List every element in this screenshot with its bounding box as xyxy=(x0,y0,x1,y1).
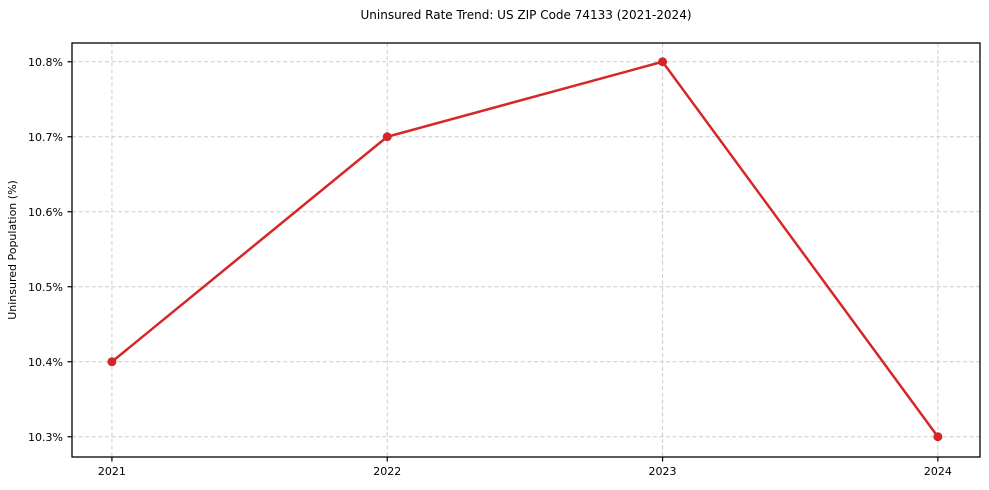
data-point-marker xyxy=(382,132,392,142)
y-tick-label: 10.5% xyxy=(28,281,63,294)
data-point-marker xyxy=(107,357,117,367)
y-tick-label: 10.8% xyxy=(28,56,63,69)
trend-line xyxy=(110,60,940,438)
plot-border xyxy=(71,42,981,458)
x-tick-label: 2024 xyxy=(924,465,952,478)
x-tick-label: 2022 xyxy=(373,465,401,478)
y-tick-label: 10.3% xyxy=(28,431,63,444)
data-point-marker xyxy=(933,432,943,442)
chart-title: Uninsured Rate Trend: US ZIP Code 74133 … xyxy=(360,8,692,22)
x-tick-label: 2021 xyxy=(98,465,126,478)
data-point-marker xyxy=(658,57,668,67)
x-tick-label: 2023 xyxy=(649,465,677,478)
y-tick-label: 10.4% xyxy=(28,356,63,369)
y-axis-label: Uninsured Population (%) xyxy=(6,180,19,320)
y-tick-label: 10.7% xyxy=(28,131,63,144)
y-tick-label: 10.6% xyxy=(28,206,63,219)
